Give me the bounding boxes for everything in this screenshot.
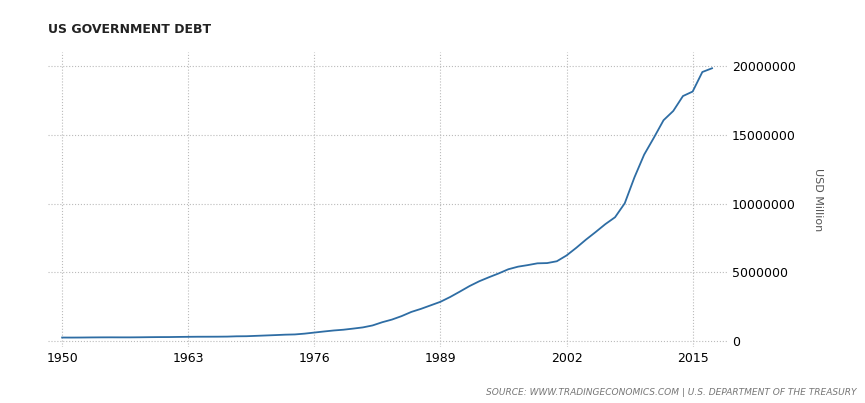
Text: US GOVERNMENT DEBT: US GOVERNMENT DEBT — [48, 23, 211, 36]
Y-axis label: USD Million: USD Million — [813, 168, 823, 231]
Text: SOURCE: WWW.TRADINGECONOMICS.COM | U.S. DEPARTMENT OF THE TREASURY: SOURCE: WWW.TRADINGECONOMICS.COM | U.S. … — [486, 388, 856, 397]
